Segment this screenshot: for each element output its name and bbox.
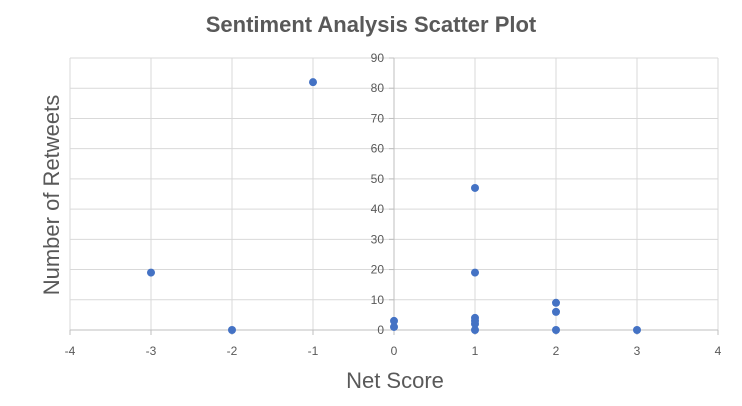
x-tick-label: 2 [553,344,560,358]
y-tick-label: 60 [371,142,385,156]
data-point [390,322,398,331]
x-tick-label: -1 [308,344,319,358]
y-tick-label: 70 [371,111,385,125]
data-point [552,307,560,316]
x-tick-label: -2 [227,344,238,358]
y-tick-label: 90 [371,51,385,65]
axes [69,57,719,335]
x-tick-label: 1 [472,344,479,358]
x-tick-label: 4 [715,344,722,358]
data-point [147,268,155,277]
data-point [309,78,317,87]
x-axis-title: Net Score [346,368,444,393]
y-tick-label: 20 [371,263,385,277]
data-point [471,183,479,192]
x-tick-label: -3 [146,344,157,358]
x-tick-label: 3 [634,344,641,358]
y-tick-label: 80 [371,81,385,95]
data-point [552,298,560,307]
y-tick-label: 30 [371,232,385,246]
y-tick-label: 0 [377,323,384,337]
data-point [633,326,641,334]
data-point [228,326,236,334]
y-tick-label: 40 [371,202,385,216]
x-tick-label: 0 [391,344,398,358]
data-point [471,268,479,277]
chart-title: Sentiment Analysis Scatter Plot [205,12,537,37]
y-tick-label: 50 [371,172,385,186]
data-point [471,319,479,328]
data-point [552,326,560,334]
data-points [147,78,641,334]
x-tick-label: -4 [65,344,76,358]
data-point [390,316,398,325]
y-tick-label: 10 [371,293,385,307]
data-point [471,326,479,334]
